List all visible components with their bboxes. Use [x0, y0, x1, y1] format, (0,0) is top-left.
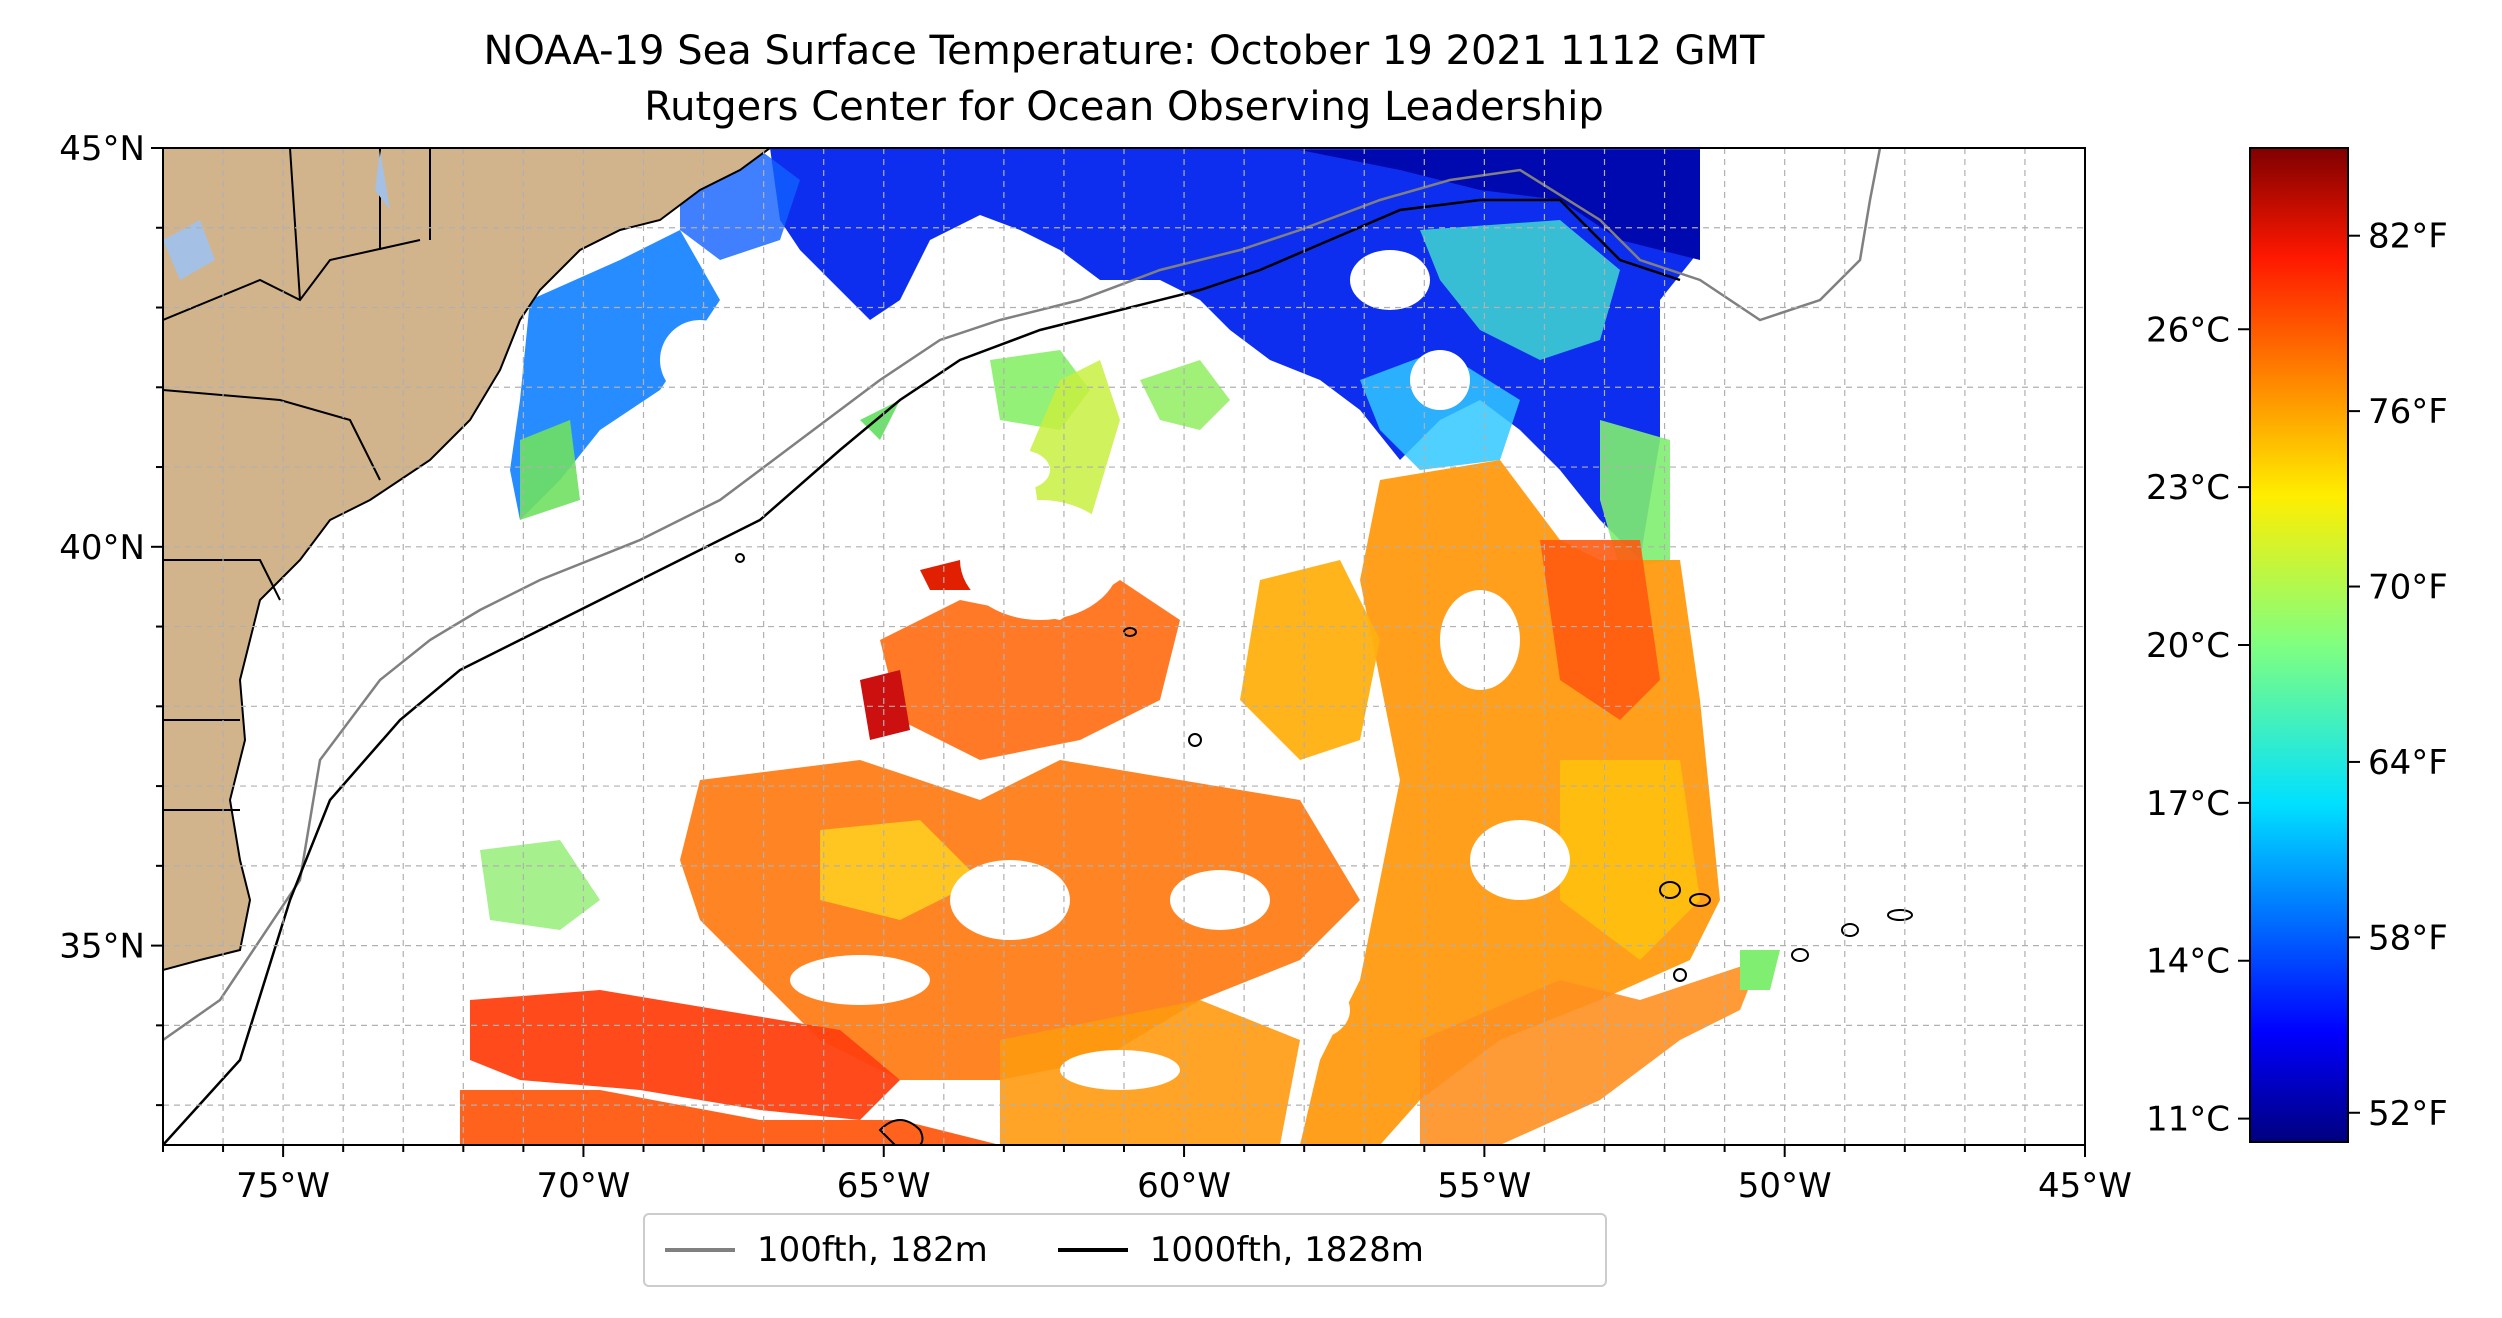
colorbar-c-tick-label: 17°C: [2146, 784, 2230, 824]
lon-tick-label: 50°W: [1738, 1166, 1832, 1206]
lat-tick-label: 40°N: [59, 528, 145, 568]
lon-tick-label: 45°W: [2038, 1166, 2132, 1206]
lon-tick-label: 55°W: [1437, 1166, 1531, 1206]
longitude-axis: 75°W 70°W 65°W 60°W 55°W 50°W 45°W: [162, 1145, 2132, 1206]
lon-tick-label: 75°W: [236, 1166, 330, 1206]
colorbar-f-tick-label: 64°F: [2368, 743, 2448, 783]
colorbar-f-tick-label: 70°F: [2368, 568, 2448, 608]
latitude-axis: 45°N 40°N 35°N: [59, 129, 163, 1107]
lon-tick-label: 60°W: [1137, 1166, 1231, 1206]
colorbar-fahrenheit-axis: 82°F 76°F 70°F 64°F 58°F 52°F: [2348, 217, 2448, 1134]
contour-1000fth: [163, 198, 1681, 1145]
legend-item-100fth: 100fth, 182m: [665, 1230, 988, 1270]
colorbar-c-tick-label: 20°C: [2146, 626, 2230, 666]
legend-item-1000fth: 1000fth, 1828m: [1057, 1230, 1424, 1270]
legend-swatch-100fth: [665, 1248, 735, 1252]
colorbar-f-tick-label: 76°F: [2368, 392, 2448, 432]
seamount-contours: [735, 553, 1913, 1145]
colorbar-c-tick-label: 14°C: [2146, 942, 2230, 982]
colorbar-f-tick-label: 82°F: [2368, 217, 2448, 257]
map-area: [163, 148, 2085, 1145]
contour-100fth: [163, 148, 1882, 1042]
colorbar-f-tick-label: 58°F: [2368, 918, 2448, 958]
lon-tick-label: 65°W: [837, 1166, 931, 1206]
map-subtitle: Rutgers Center for Ocean Observing Leade…: [644, 84, 1604, 130]
legend-label-100fth: 100fth, 182m: [757, 1230, 988, 1270]
land-mass: [163, 148, 772, 972]
colorbar-c-tick-label: 26°C: [2146, 310, 2230, 350]
lat-tick-label: 45°N: [59, 129, 145, 169]
lakes: [163, 150, 390, 280]
map-title: NOAA-19 Sea Surface Temperature: October…: [483, 28, 1765, 74]
gridlines: [163, 148, 2085, 1145]
legend-label-1000fth: 1000fth, 1828m: [1149, 1230, 1424, 1270]
colorbar-c-tick-label: 23°C: [2146, 468, 2230, 508]
colorbar-celsius-axis: 26°C 23°C 20°C 17°C 14°C 11°C: [2146, 310, 2250, 1140]
legend-swatch-1000fth: [1057, 1248, 1128, 1252]
lon-tick-label: 70°W: [536, 1166, 630, 1206]
colorbar: [2249, 147, 2349, 1143]
colorbar-f-tick-label: 52°F: [2368, 1094, 2448, 1134]
lat-tick-label: 35°N: [59, 927, 145, 967]
colorbar-c-tick-label: 11°C: [2146, 1100, 2230, 1140]
legend: 100fth, 182m 1000fth, 1828m: [643, 1213, 1607, 1287]
sst-data-layer: [460, 148, 1780, 1145]
